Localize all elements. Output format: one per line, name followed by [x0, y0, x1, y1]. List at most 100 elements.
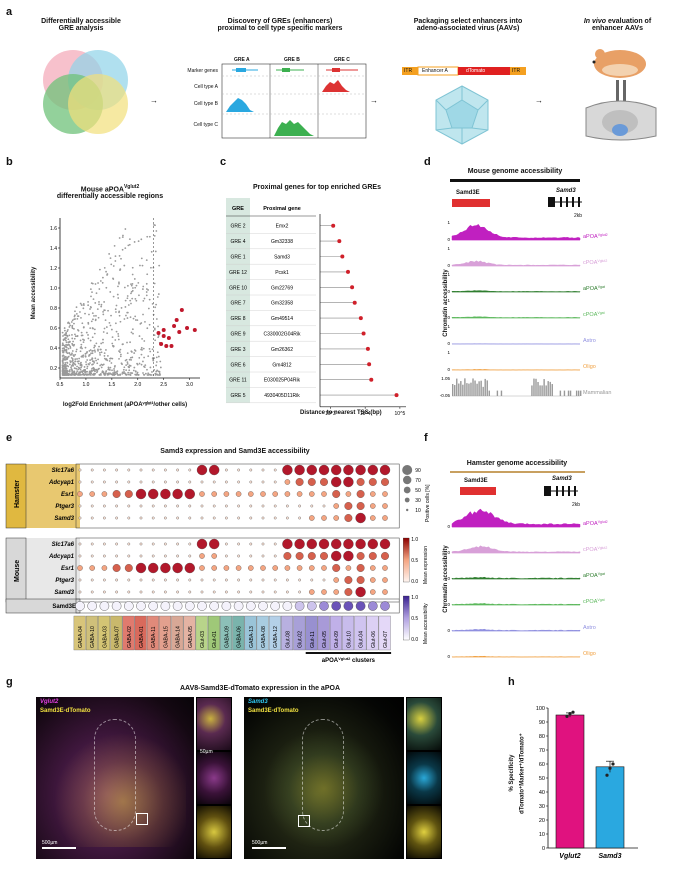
background-point [75, 312, 78, 315]
background-point [63, 327, 66, 329]
expression-dot [103, 516, 106, 520]
expression-dot [249, 554, 253, 558]
background-point [82, 304, 85, 307]
expression-dot [321, 565, 327, 571]
expression-dot [282, 464, 293, 476]
background-point [73, 314, 76, 317]
background-point [80, 364, 83, 367]
background-point [140, 353, 143, 356]
background-point [79, 350, 82, 353]
expression-dot [225, 590, 228, 594]
expression-dot [235, 491, 242, 497]
cluster-color-box [220, 615, 233, 651]
background-point [143, 374, 146, 376]
background-point [62, 351, 64, 354]
expression-dot [307, 478, 316, 486]
expression-dot [139, 590, 143, 594]
background-point [114, 322, 117, 325]
background-point [103, 355, 106, 357]
background-point [132, 332, 134, 335]
expression-dot [286, 516, 289, 520]
background-point [117, 338, 120, 341]
gene-label: Adcyap1 [48, 480, 75, 486]
background-point [70, 374, 72, 376]
expression-dot [333, 503, 339, 509]
background-point [126, 297, 129, 300]
conservation-bar [563, 390, 566, 396]
step3-title: Packaging select enhancers into adeno-as… [388, 18, 548, 32]
expression-dot [368, 552, 377, 560]
background-point [102, 331, 105, 333]
expression-dot [172, 488, 183, 500]
background-point [69, 361, 72, 364]
background-point [114, 260, 117, 262]
background-point [64, 336, 67, 339]
background-point [153, 234, 156, 237]
track-label-sup: Vgat [597, 598, 604, 602]
expression-dot [212, 504, 216, 508]
gene-name: Emx2 [276, 224, 289, 230]
cluster-label: GABA-15 [163, 626, 169, 648]
background-point [61, 342, 64, 345]
expression-dot [127, 542, 131, 546]
background-point [84, 371, 86, 374]
inset-box [298, 815, 310, 827]
cluster-color-box [256, 615, 269, 651]
enriched-gre-point [174, 318, 179, 322]
background-point [72, 361, 75, 364]
expression-dot [89, 491, 95, 497]
background-point [74, 358, 77, 361]
expression-dot [379, 538, 391, 550]
expression-dot [356, 502, 365, 510]
background-point [109, 369, 111, 371]
lollipop-point [367, 362, 372, 367]
accessibility-dot [87, 601, 97, 611]
expression-dot [164, 554, 167, 558]
hamster-label: Hamster [14, 480, 21, 508]
background-point [147, 374, 150, 376]
expression-dot [296, 491, 303, 497]
expression-dot [188, 516, 192, 520]
f-region-label: Samd3E [464, 478, 488, 484]
step1-title: Differentially accessible GRE analysis [16, 18, 146, 32]
background-point [128, 238, 131, 241]
accessibility-dot [282, 601, 293, 611]
expression-dot [200, 480, 204, 484]
expression-dot [382, 565, 388, 571]
background-point [109, 357, 112, 360]
cluster-label: GABA-03 [102, 626, 108, 648]
expression-dot [261, 590, 265, 594]
expression-dot [261, 516, 265, 520]
background-point [77, 329, 80, 332]
background-point [142, 313, 144, 316]
background-point [93, 360, 95, 363]
h-y-tick-label: 0 [542, 846, 545, 852]
g-right-marker: Samd3 [248, 699, 268, 705]
enriched-gre-point [156, 331, 161, 335]
background-point [62, 347, 65, 350]
background-point [142, 360, 144, 363]
expression-dot [200, 578, 204, 582]
expression-dot [176, 516, 179, 520]
track-zero: 0 [447, 602, 450, 607]
background-point [140, 346, 143, 349]
background-point [124, 359, 127, 362]
conservation-bar [549, 381, 551, 396]
background-point [111, 357, 114, 360]
cluster-color-box [207, 615, 220, 651]
background-point [132, 317, 135, 320]
cluster-label: GABA-04 [78, 626, 84, 648]
expression-dot [310, 578, 314, 582]
track-label-sup: Vgat [598, 285, 605, 289]
background-point [110, 362, 113, 364]
expression-dot [139, 542, 143, 546]
conservation-bar [486, 380, 488, 396]
expression-dot [322, 578, 326, 582]
gre-name: GRE 9 [230, 332, 245, 338]
background-point [89, 339, 92, 342]
background-point [125, 314, 127, 317]
background-point [109, 257, 112, 260]
background-point [77, 362, 80, 365]
background-point [75, 373, 77, 375]
expression-dot [273, 480, 277, 484]
